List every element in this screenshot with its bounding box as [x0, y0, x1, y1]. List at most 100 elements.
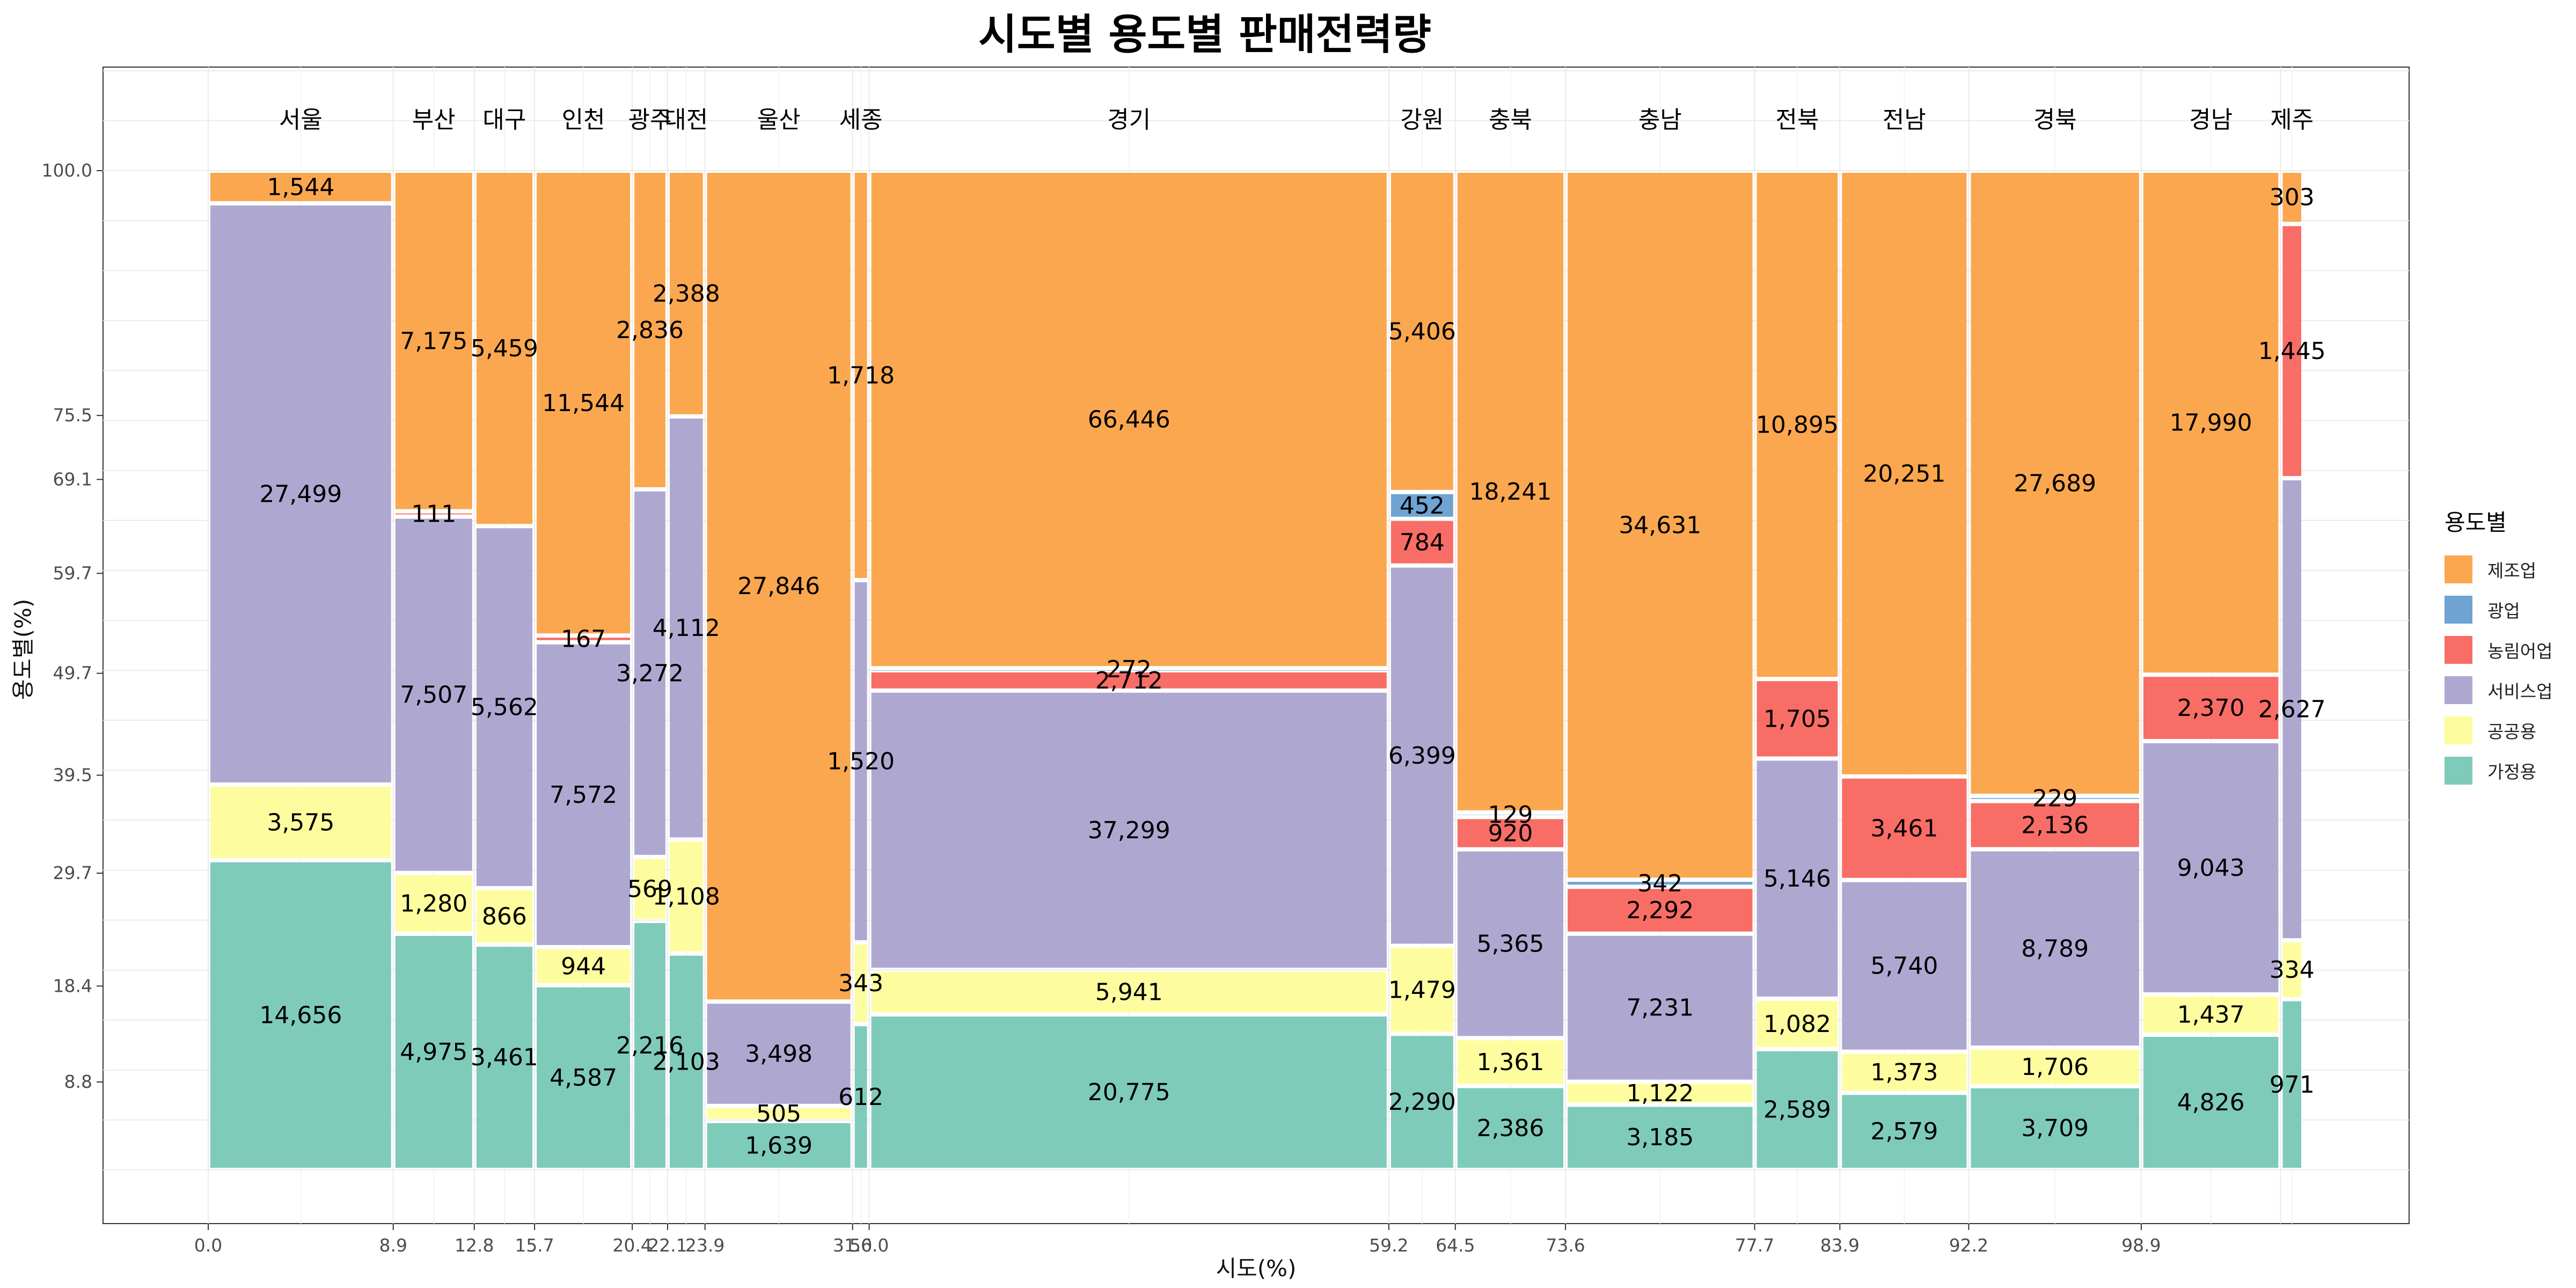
x-tick-label: 20.4	[612, 1235, 652, 1256]
tile-label: 3,185	[1626, 1124, 1694, 1151]
tile-label: 5,941	[1095, 979, 1163, 1006]
x-tick-label: 73.6	[1546, 1235, 1585, 1256]
tile-세종-서비스업	[854, 582, 867, 940]
tile-대전-제조업	[669, 173, 703, 414]
legend-swatch	[2445, 555, 2472, 583]
x-tick-label: 77.7	[1735, 1235, 1774, 1256]
tile-label: 3,498	[745, 1041, 813, 1068]
tile-label: 1,544	[267, 173, 334, 201]
tile-label: 1,520	[827, 748, 895, 775]
tile-label: 1,373	[1870, 1059, 1938, 1086]
tile-제주-제조업	[2282, 173, 2301, 222]
tile-label: 452	[1400, 492, 1445, 519]
x-tick-label: 15.7	[515, 1235, 554, 1256]
legend: 용도별 제조업 광업 농림어업 서비스업 공공용 가정용	[2445, 504, 2552, 791]
tile-경남-제조업	[2143, 173, 2279, 673]
tile-label: 272	[1107, 656, 1152, 683]
tile-제주-농림어업	[2282, 226, 2301, 477]
legend-swatch	[2445, 635, 2472, 664]
tile-label: 14,656	[259, 1001, 342, 1029]
tile-label: 2,292	[1626, 897, 1694, 924]
tile-서울-공공용	[210, 786, 391, 858]
y-tick-label: 49.7	[53, 663, 92, 684]
tile-제주-서비스업	[2282, 480, 2301, 939]
tile-부산-농림어업	[395, 513, 472, 515]
x-axis: 0.0 8.9 12.8 15.7 20.422.123.9 31.056.0 59.2 64…	[194, 1224, 2161, 1256]
legend-item: 가정용	[2445, 750, 2552, 791]
tile-label: 10,895	[1756, 412, 1839, 439]
tile-대구-공공용	[476, 890, 533, 943]
tile-강원-제조업	[1391, 173, 1453, 490]
tile-label: 4,826	[2177, 1089, 2245, 1116]
tile-광주-가정용	[634, 923, 665, 1168]
tile-label: 7,507	[400, 682, 467, 709]
tile-충남-공공용	[1568, 1084, 1753, 1103]
region-label-경북: 경북	[2033, 106, 2077, 134]
tile-부산-서비스업	[395, 518, 472, 871]
y-tick-label: 69.1	[53, 469, 92, 489]
tile-label: 167	[561, 626, 606, 653]
region-label-전남: 전남	[1883, 106, 1926, 134]
y-axis-title: 용도별(%)	[10, 598, 36, 700]
tile-label: 3,461	[1870, 815, 1938, 842]
legend-items: 제조업 광업 농림어업 서비스업 공공용 가정용	[2445, 549, 2552, 791]
x-tick-label: 31.0	[833, 1235, 872, 1256]
tile-label: 334	[2270, 956, 2315, 984]
tile-label: 2,627	[2258, 696, 2326, 723]
tile-제주-가정용	[2282, 1001, 2301, 1168]
legend-swatch	[2445, 756, 2472, 785]
x-tick-label: 12.8	[455, 1235, 494, 1256]
tile-대전-공공용	[669, 841, 703, 952]
tile-경북-농림어업	[1971, 803, 2139, 847]
legend-swatch	[2445, 595, 2472, 624]
tile-label: 866	[482, 903, 527, 931]
tile-label: 3,461	[471, 1044, 538, 1071]
tile-label: 66,446	[1088, 406, 1170, 434]
tile-서울-서비스업	[210, 205, 391, 782]
x-tick-label: 56.0	[850, 1235, 889, 1256]
legend-label: 공공용	[2487, 721, 2537, 742]
mosaic-tiles	[210, 173, 2301, 1168]
legend-item: 광업	[2445, 589, 2552, 630]
tile-전남-제조업	[1842, 173, 1967, 774]
x-tick-label: 0.0	[194, 1235, 222, 1256]
tile-label: 1,082	[1763, 1011, 1831, 1038]
tile-label: 27,499	[259, 480, 342, 508]
tile-광주-서비스업	[634, 491, 665, 855]
region-label-경남: 경남	[2189, 106, 2233, 134]
tile-label: 27,689	[2014, 470, 2096, 497]
x-tick-label: 22.1	[648, 1235, 687, 1256]
region-label-충남: 충남	[1638, 106, 1682, 134]
tile-label: 2,103	[653, 1048, 720, 1075]
legend-title: 용도별	[2445, 509, 2507, 536]
x-tick-label: 98.9	[2121, 1235, 2161, 1256]
legend-swatch	[2445, 716, 2472, 744]
tile-label: 2,579	[1870, 1118, 1938, 1145]
region-label-대구: 대구	[482, 106, 526, 134]
tile-label: 343	[838, 970, 883, 997]
tile-label: 944	[561, 953, 606, 980]
tile-label: 229	[2032, 785, 2077, 813]
tile-label: 1,639	[745, 1132, 813, 1159]
tile-충북-서비스업	[1457, 851, 1564, 1036]
legend-swatch	[2445, 676, 2472, 704]
tile-충북-공공용	[1457, 1040, 1564, 1084]
tile-label: 1,706	[2021, 1053, 2089, 1081]
tile-label: 17,990	[2170, 409, 2252, 437]
tile-경남-공공용	[2143, 997, 2279, 1033]
region-label-울산: 울산	[757, 106, 801, 134]
tile-label: 2,370	[2177, 694, 2245, 722]
tile-label: 2,290	[1388, 1088, 1456, 1116]
tile-label: 11,544	[542, 390, 625, 417]
tile-강원-공공용	[1391, 948, 1453, 1032]
tile-대전-서비스업	[669, 418, 703, 838]
tile-대전-가정용	[669, 955, 703, 1168]
tile-경기-광업	[871, 670, 1387, 671]
region-label-대전: 대전	[664, 106, 708, 134]
tile-label: 1,122	[1626, 1080, 1694, 1107]
tile-label: 1,718	[827, 362, 895, 389]
tile-label: 27,846	[737, 573, 820, 600]
tile-label: 20,251	[1863, 460, 1945, 487]
tile-전남-농림어업	[1842, 778, 1967, 878]
